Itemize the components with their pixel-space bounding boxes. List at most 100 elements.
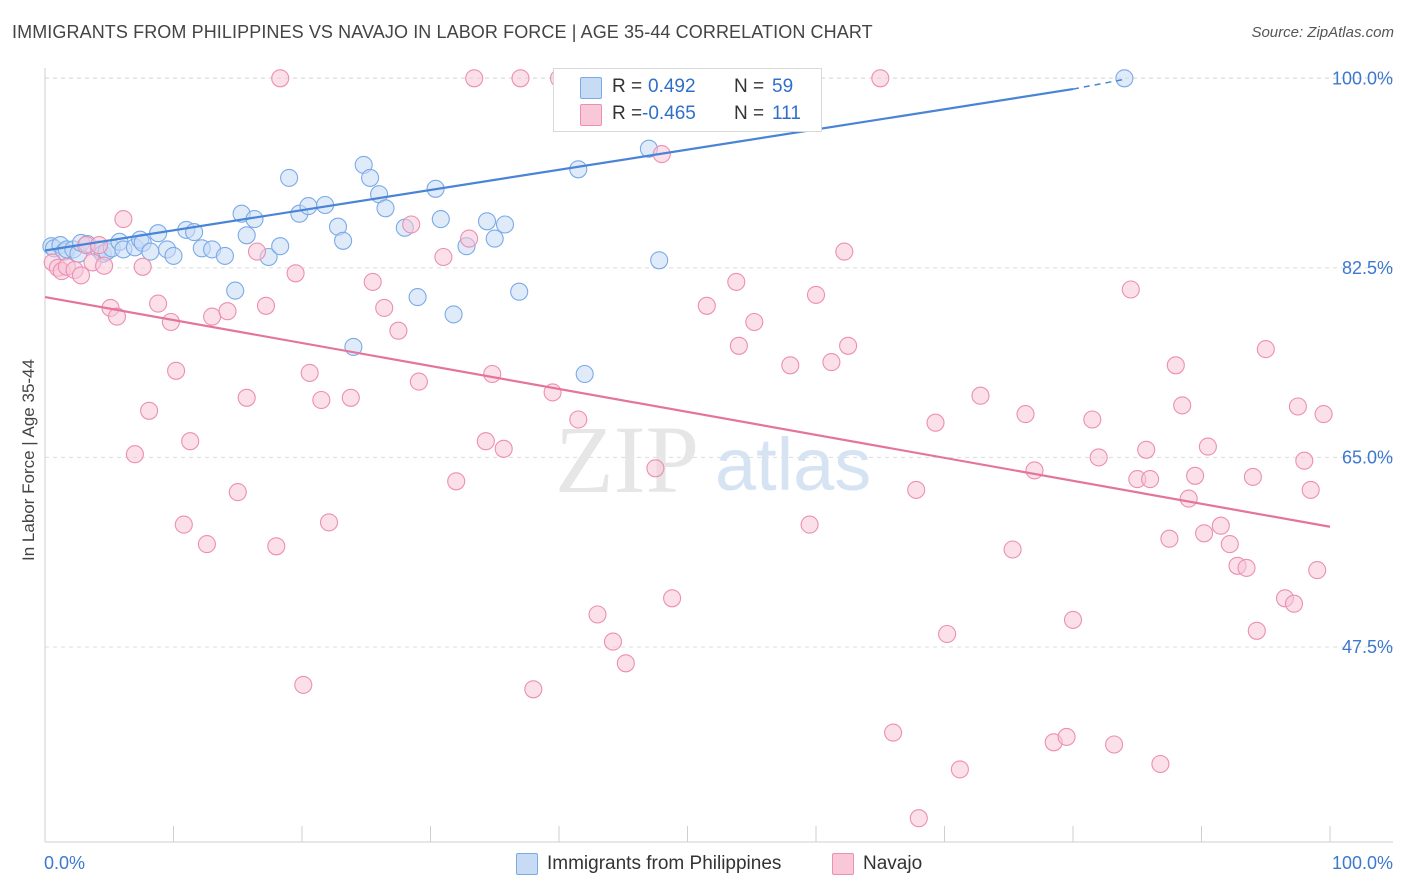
point-navajo (950, 760, 969, 779)
point-navajo (95, 256, 114, 275)
point-navajo (167, 361, 186, 380)
point-navajo (806, 285, 826, 304)
legend-r-value-navajo: -0.465 (642, 103, 696, 124)
bottom-legend-swatch-navajo (832, 853, 854, 875)
point-navajo (389, 321, 408, 340)
point-navajo (465, 69, 484, 88)
point-navajo (447, 472, 466, 491)
point-navajo (181, 432, 200, 451)
point-navajo (256, 296, 276, 315)
point-navajo (228, 483, 247, 502)
point-navajo (822, 353, 841, 372)
point-philippines (376, 199, 395, 218)
point-navajo (938, 624, 957, 644)
point-navajo (729, 336, 748, 355)
point-navajo (907, 480, 926, 499)
gridlines (45, 77, 1393, 648)
point-navajo (1057, 727, 1076, 746)
point-navajo (909, 809, 928, 828)
point-philippines (408, 288, 427, 307)
bottom-legend-label-philippines: Immigrants from Philippines (547, 853, 782, 874)
point-navajo (161, 312, 180, 332)
point-navajo (363, 272, 382, 291)
point-navajo (1105, 735, 1124, 754)
point-navajo (319, 513, 339, 532)
point-navajo (1198, 437, 1217, 456)
point-navajo (1089, 448, 1108, 467)
point-navajo (483, 364, 502, 384)
point-navajo (114, 210, 133, 229)
point-philippines (569, 160, 588, 179)
x-tick-label-0: 0.0% (44, 853, 85, 873)
legend-n-label: N = (734, 103, 765, 124)
point-navajo (133, 257, 152, 276)
point-philippines (485, 229, 504, 248)
point-philippines (444, 305, 463, 324)
point-navajo (800, 515, 819, 534)
point-navajo (1025, 461, 1044, 480)
point-philippines (237, 226, 256, 245)
trend-line-navajo (44, 296, 1331, 528)
point-navajo (926, 413, 945, 432)
data-points (42, 69, 1333, 828)
point-navajo (588, 605, 607, 624)
point-navajo (871, 69, 890, 88)
legend-swatch-philippines (580, 77, 602, 99)
trend-line-philippines (44, 87, 1074, 252)
point-navajo (341, 388, 360, 407)
point-navajo (781, 356, 800, 375)
point-navajo (511, 69, 530, 88)
point-navajo (267, 537, 286, 556)
point-navajo (71, 266, 91, 285)
point-navajo (247, 242, 267, 261)
point-navajo (745, 312, 764, 332)
point-navajo (1186, 466, 1205, 485)
point-philippines (495, 215, 515, 234)
point-navajo (616, 654, 635, 673)
bottom-legend-swatch-philippines (516, 853, 538, 875)
point-navajo (1003, 540, 1022, 559)
point-navajo (174, 515, 193, 534)
point-navajo (603, 632, 623, 651)
point-navajo (663, 589, 682, 608)
point-navajo (1151, 754, 1170, 774)
point-philippines (141, 242, 160, 261)
point-philippines (1115, 69, 1134, 88)
y-tick-label: 100.0% (1332, 68, 1393, 88)
point-navajo (839, 336, 858, 355)
point-navajo (1295, 451, 1314, 470)
point-philippines (431, 210, 450, 229)
trend-line-philippines-extension (1072, 78, 1125, 90)
source-credit: Source: ZipAtlas.com (1251, 24, 1394, 41)
point-navajo (89, 236, 109, 255)
point-navajo (409, 372, 428, 391)
point-navajo (125, 445, 144, 464)
point-navajo (1237, 558, 1256, 577)
point-navajo (697, 296, 716, 315)
point-navajo (569, 410, 588, 429)
x-tick-label-100: 100.0% (1332, 853, 1393, 873)
point-navajo (197, 535, 216, 554)
point-navajo (375, 298, 394, 317)
point-navajo (1173, 396, 1192, 415)
point-philippines (334, 231, 353, 250)
point-navajo (1121, 280, 1140, 299)
point-navajo (1314, 405, 1333, 424)
point-navajo (1284, 594, 1304, 613)
trend-lines (44, 78, 1331, 528)
legend-n-label: N = (734, 76, 765, 97)
point-navajo (107, 307, 127, 326)
point-navajo (312, 390, 331, 410)
bottom-legend-label-navajo: Navajo (863, 853, 923, 874)
point-navajo (494, 439, 513, 458)
correlation-legend: R = 0.492 N = 59 R = -0.465 N = 111 (553, 68, 822, 132)
point-navajo (300, 363, 319, 382)
point-navajo (727, 272, 746, 291)
y-tick-labels: 100.0% 82.5% 65.0% 47.5% (1332, 68, 1393, 657)
point-navajo (1137, 440, 1156, 459)
point-navajo (646, 459, 665, 478)
legend-r-label: R = (612, 76, 643, 97)
legend-r-value-philippines: 0.492 (648, 76, 696, 97)
point-navajo (1211, 516, 1230, 535)
